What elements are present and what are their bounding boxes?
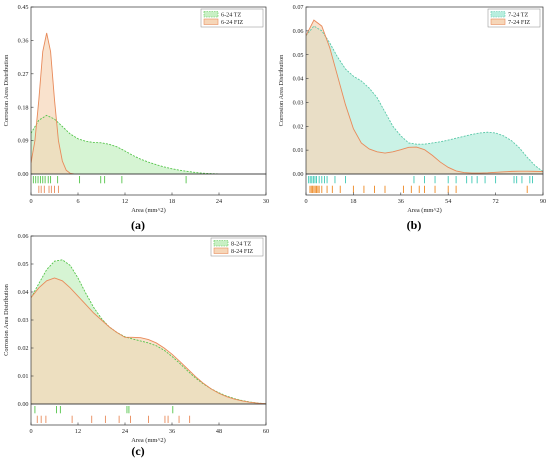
y-tick-label: 0.04 [18, 289, 29, 296]
legend-swatch-tz [203, 11, 219, 18]
rug-strip-frame [30, 173, 267, 196]
legend-swatch-fiz [490, 18, 506, 25]
y-tick-label: 0.02 [18, 345, 29, 352]
x-tick-label: 36 [398, 198, 404, 205]
x-tick-label: 72 [493, 198, 499, 205]
tz-density-line [31, 259, 266, 404]
x-tick-label: 18 [169, 198, 175, 205]
rug-strip-frame [305, 173, 544, 196]
legend-label-tz: 7-24 TZ [508, 12, 529, 19]
legend-swatch-fiz [203, 18, 219, 25]
y-axis-label: Corrosion Area Distribution [3, 283, 10, 356]
y-tick-label: 0.36 [18, 38, 29, 45]
x-axis-label: Area (mm^2) [407, 207, 441, 214]
x-tick-label: 54 [445, 198, 451, 205]
chart-panel-c: 0.00 0.01 0.02 0.03 0.04 0.05 0.06 0 12 24 36 48 60 A… [3, 233, 269, 458]
x-tick-label: 6 [76, 198, 79, 205]
x-tick-label: 12 [122, 198, 128, 205]
legend: 6-24 TZ6-24 FIZ [200, 8, 264, 28]
x-tick-label: 90 [540, 198, 546, 205]
y-tick-label: 0.03 [18, 317, 29, 324]
y-axis-label: Corrosion Area Distribution [3, 54, 10, 127]
panel-label: (c) [131, 444, 144, 458]
chart-panel-a: 0.00 0.09 0.18 0.27 0.36 0.45 0 6 12 18 24 30 Area (… [3, 4, 269, 232]
x-axis-label: Area (mm^2) [131, 437, 165, 444]
rug-strip-frame [30, 403, 267, 426]
y-tick-label: 0.27 [18, 71, 29, 78]
y-tick-label: 0.07 [293, 4, 304, 11]
fiz-density-area [31, 278, 266, 404]
x-tick-label: 36 [169, 428, 175, 435]
y-tick-label: 0.01 [293, 147, 304, 154]
legend: 7-24 TZ7-24 FIZ [487, 8, 541, 28]
fiz-density-area [306, 20, 543, 174]
legend-swatch-tz [213, 240, 229, 247]
y-tick-label: 0.02 [293, 123, 304, 130]
x-tick-label: 48 [216, 428, 222, 435]
x-tick-label: 12 [75, 428, 81, 435]
y-tick-label: 0.06 [293, 28, 304, 35]
x-tick-label: 0 [304, 198, 307, 205]
y-tick-label: 0.00 [18, 401, 29, 408]
legend-label-fiz: 6-24 FIZ [221, 19, 243, 26]
fiz-density-line [306, 19, 543, 174]
x-tick-label: 60 [263, 428, 269, 435]
y-axis-label: Corrosion Area Distribution [278, 54, 285, 127]
chart-panel-b: 0.00 0.01 0.02 0.03 0.04 0.05 0.06 0.07 0 18 36 54 7… [278, 4, 546, 232]
panel-label: (b) [407, 218, 422, 232]
y-tick-label: 0.05 [18, 261, 29, 268]
legend-label-fiz: 8-24 FIZ [231, 248, 253, 255]
x-tick-label: 30 [263, 198, 269, 205]
plot-area [31, 259, 266, 404]
y-tick-label: 0.00 [18, 171, 29, 178]
legend: 8-24 TZ8-24 FIZ [210, 237, 264, 257]
x-axis-label: Area (mm^2) [131, 207, 165, 214]
fiz-density-line [31, 32, 75, 174]
y-tick-label: 0.05 [293, 52, 304, 59]
y-tick-label: 0.04 [293, 76, 304, 83]
y-tick-label: 0.00 [293, 171, 304, 178]
y-tick-label: 0.18 [18, 104, 29, 111]
y-tick-label: 0.09 [18, 138, 29, 145]
legend-label-tz: 8-24 TZ [231, 241, 252, 248]
y-tick-label: 0.03 [293, 100, 304, 107]
legend-label-tz: 6-24 TZ [221, 12, 242, 19]
x-tick-label: 0 [29, 198, 32, 205]
legend-label-fiz: 7-24 FIZ [508, 19, 530, 26]
y-tick-label: 0.06 [18, 233, 29, 240]
x-tick-label: 0 [29, 428, 32, 435]
tz-density-area [31, 115, 219, 174]
x-tick-label: 18 [350, 198, 356, 205]
plot-area [306, 19, 543, 174]
legend-swatch-tz [490, 11, 506, 18]
plot-area [31, 32, 220, 174]
x-tick-label: 24 [122, 428, 128, 435]
x-tick-label: 24 [216, 198, 222, 205]
tz-density-line [31, 114, 220, 174]
tz-density-area [306, 26, 543, 174]
legend-swatch-fiz [213, 247, 229, 254]
fiz-density-line [31, 277, 266, 404]
tz-density-line [306, 25, 543, 172]
y-tick-label: 0.01 [18, 373, 29, 380]
y-tick-label: 0.45 [18, 4, 29, 11]
panel-label: (a) [131, 218, 145, 232]
